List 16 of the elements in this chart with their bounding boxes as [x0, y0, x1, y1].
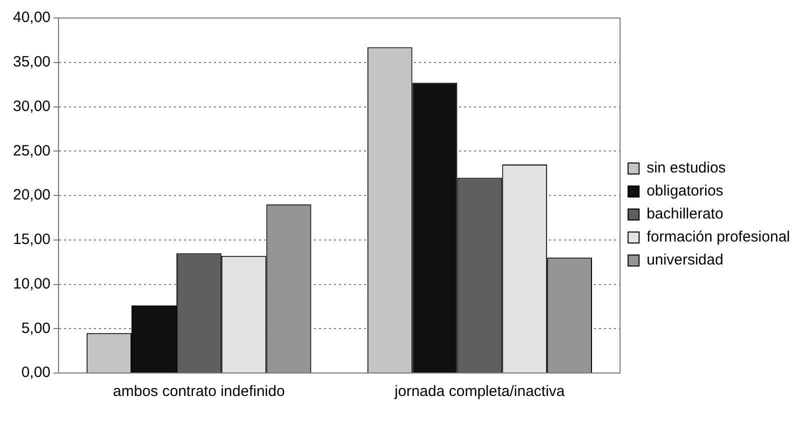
y-tick-label: 35,00 [12, 54, 51, 71]
y-tick-label: 20,00 [12, 186, 51, 204]
y-tick-label: 5,00 [21, 320, 51, 337]
legend-label: formación profesional [646, 228, 790, 246]
y-tick-label: 30,00 [12, 98, 51, 115]
legend-label: bachillerato [646, 206, 724, 223]
y-tick-label: 25,00 [12, 142, 51, 160]
x-tick-label: ambos contrato indefinido [113, 383, 285, 400]
y-tick-label: 40,00 [12, 9, 51, 26]
legend-label: obligatorios [646, 182, 724, 200]
legend-label: universidad [646, 252, 724, 269]
y-tick-label: 15,00 [12, 231, 51, 248]
y-tick-label: 10,00 [12, 275, 51, 292]
y-tick-label: 0,00 [21, 364, 51, 382]
legend-label: sin estudios [646, 160, 726, 177]
x-tick-label: jornada completa/inactiva [394, 383, 566, 400]
